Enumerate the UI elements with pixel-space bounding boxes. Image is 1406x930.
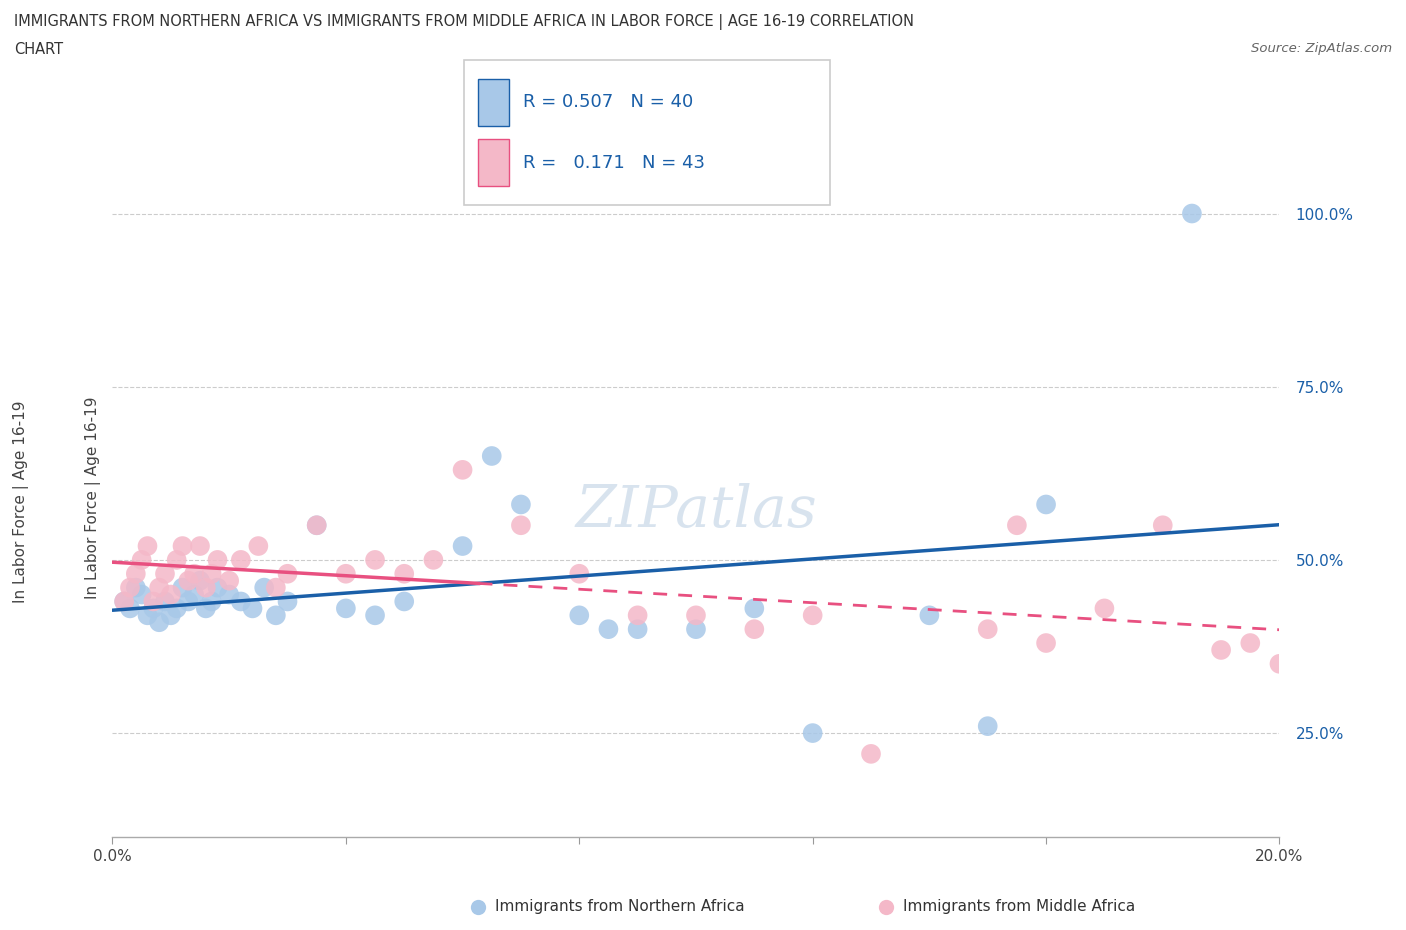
Text: Immigrants from Northern Africa: Immigrants from Northern Africa: [495, 899, 745, 914]
Point: [742, 622, 765, 637]
Point: [859, 747, 883, 762]
Point: [160, 608, 183, 623]
Point: [976, 719, 998, 734]
Point: [242, 601, 264, 616]
Point: [305, 518, 328, 533]
Point: [201, 566, 224, 581]
Point: [112, 594, 135, 609]
Point: [177, 594, 200, 609]
Point: [509, 518, 531, 533]
Point: [1035, 635, 1057, 650]
Point: [1181, 206, 1204, 221]
Text: IMMIGRANTS FROM NORTHERN AFRICA VS IMMIGRANTS FROM MIDDLE AFRICA IN LABOR FORCE : IMMIGRANTS FROM NORTHERN AFRICA VS IMMIG…: [14, 14, 914, 30]
Point: [253, 580, 276, 595]
Point: [153, 566, 176, 581]
Text: In Labor Force | Age 16-19: In Labor Force | Age 16-19: [13, 401, 30, 604]
Point: [183, 566, 205, 581]
Point: [153, 594, 176, 609]
Point: [1239, 635, 1261, 650]
Point: [148, 580, 170, 595]
Point: [188, 573, 211, 588]
Point: [194, 580, 217, 595]
Point: [918, 608, 941, 623]
Point: [264, 580, 287, 595]
Point: [142, 601, 165, 616]
Text: R =   0.171   N = 43: R = 0.171 N = 43: [523, 153, 704, 172]
Text: R = 0.507   N = 40: R = 0.507 N = 40: [523, 93, 693, 112]
Point: [218, 573, 240, 588]
Point: [131, 552, 153, 567]
Text: ZIPatlas: ZIPatlas: [575, 483, 817, 539]
Point: [172, 538, 194, 553]
Point: [160, 587, 183, 602]
Text: Immigrants from Middle Africa: Immigrants from Middle Africa: [903, 899, 1135, 914]
Point: [125, 566, 148, 581]
Point: [364, 552, 387, 567]
Point: [451, 462, 474, 477]
Point: [207, 552, 229, 567]
Point: [247, 538, 270, 553]
Point: [1005, 518, 1028, 533]
Point: [626, 622, 648, 637]
Point: [1268, 657, 1291, 671]
Point: [801, 725, 824, 740]
Point: [194, 601, 217, 616]
Point: [568, 566, 591, 581]
Point: [509, 497, 531, 512]
Point: [1035, 497, 1057, 512]
Point: [118, 580, 141, 595]
Point: [626, 608, 648, 623]
Point: [422, 552, 444, 567]
Point: [112, 594, 135, 609]
Point: [276, 566, 298, 581]
Point: [685, 622, 707, 637]
Point: [136, 608, 159, 623]
Point: [229, 552, 252, 567]
Point: [335, 566, 357, 581]
Point: [598, 622, 620, 637]
Point: [172, 580, 194, 595]
Point: [166, 601, 188, 616]
Point: [188, 538, 211, 553]
Point: [1152, 518, 1174, 533]
Point: [685, 608, 707, 623]
Point: [1092, 601, 1115, 616]
Point: [229, 594, 252, 609]
Point: [481, 448, 503, 463]
Y-axis label: In Labor Force | Age 16-19: In Labor Force | Age 16-19: [86, 396, 101, 599]
Point: [218, 587, 240, 602]
Point: [276, 594, 298, 609]
Point: [125, 580, 148, 595]
Point: [305, 518, 328, 533]
Text: CHART: CHART: [14, 42, 63, 57]
Point: [335, 601, 357, 616]
Point: [201, 594, 224, 609]
Point: [392, 594, 416, 609]
Point: [451, 538, 474, 553]
Point: [136, 538, 159, 553]
Point: [142, 594, 165, 609]
Point: [148, 615, 170, 630]
Point: [1209, 643, 1232, 658]
Point: [131, 587, 153, 602]
Point: [976, 622, 998, 637]
Point: [568, 608, 591, 623]
Point: [166, 552, 188, 567]
Point: [742, 601, 765, 616]
Point: [364, 608, 387, 623]
Point: [801, 608, 824, 623]
Point: [264, 608, 287, 623]
Point: [183, 587, 205, 602]
Text: Source: ZipAtlas.com: Source: ZipAtlas.com: [1251, 42, 1392, 55]
Point: [177, 573, 200, 588]
Point: [207, 580, 229, 595]
Point: [118, 601, 141, 616]
Point: [392, 566, 416, 581]
